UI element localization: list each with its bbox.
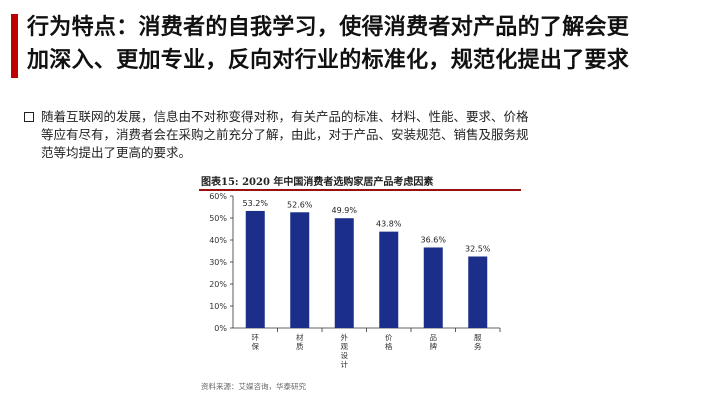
bar-value-label: 49.9% [332, 206, 358, 215]
slide-headline: 行为特点：消费者的自我学习，使得消费者对产品的了解会更 加深入、更加专业，反向对… [27, 11, 707, 77]
bar-value-label: 36.6% [421, 235, 447, 244]
bar-value-label: 43.8% [376, 220, 402, 229]
x-tick-label: 材质 [296, 332, 304, 351]
bar-chart: 0% 10% 20% 30% 40% 50% 60% 53.2% 环保 52.6% 材质 49.9% 外… [209, 192, 501, 369]
bullet-point: 随着互联网的发展，信息由不对称变得对称，有关产品的标准、材料、性能、要求、价格 … [24, 108, 661, 162]
headline-line-1: 行为特点：消费者的自我学习，使得消费者对产品的了解会更 [27, 15, 630, 40]
y-tick-label: 0% [214, 324, 227, 333]
bar-value-label: 53.2% [243, 199, 269, 208]
y-tick-label: 40% [209, 236, 227, 245]
bullet-line-3: 范等均提出了更高的要求。 [41, 145, 192, 160]
bar [334, 218, 354, 328]
y-tick-label: 20% [209, 280, 227, 289]
bullet-line-1: 随着互联网的发展，信息由不对称变得对称，有关产品的标准、材料、性能、要求、价格 [41, 109, 529, 124]
y-tick-label: 10% [209, 302, 227, 311]
square-bullet-icon [24, 112, 34, 122]
y-tick-label: 30% [209, 258, 227, 267]
bar [245, 210, 265, 328]
headline-line-2: 加深入、更加专业，反向对行业的标准化，规范化提出了要求 [27, 48, 630, 73]
chart-title: 图表15: 2020 年中国消费者选购家居产品考虑因素 [201, 177, 434, 188]
bullet-text: 随着互联网的发展，信息由不对称变得对称，有关产品的标准、材料、性能、要求、价格 … [41, 108, 661, 162]
x-tick-label: 品牌 [430, 333, 438, 351]
title-accent-bar [11, 14, 18, 78]
bar-value-label: 52.6% [287, 200, 313, 209]
bullet-line-2: 等应有尽有，消费者会在采购之前充分了解，由此，对于产品、安装规范、销售及服务规 [41, 127, 529, 142]
x-tick-label: 价格 [385, 333, 393, 351]
chart-title-rule [199, 189, 521, 191]
y-tick-label: 60% [209, 192, 227, 201]
x-tick-label: 服务 [474, 333, 482, 351]
bar [290, 212, 310, 328]
x-tick-label: 外观设计 [341, 332, 349, 369]
source-note: 资料来源：艾媒咨询，华泰研究 [201, 382, 306, 391]
bar-value-label: 32.5% [465, 245, 491, 254]
bar [379, 231, 399, 328]
y-tick-label: 50% [209, 214, 227, 223]
bar [423, 247, 443, 328]
x-tick-label: 环保 [252, 333, 260, 351]
bar [468, 256, 488, 328]
